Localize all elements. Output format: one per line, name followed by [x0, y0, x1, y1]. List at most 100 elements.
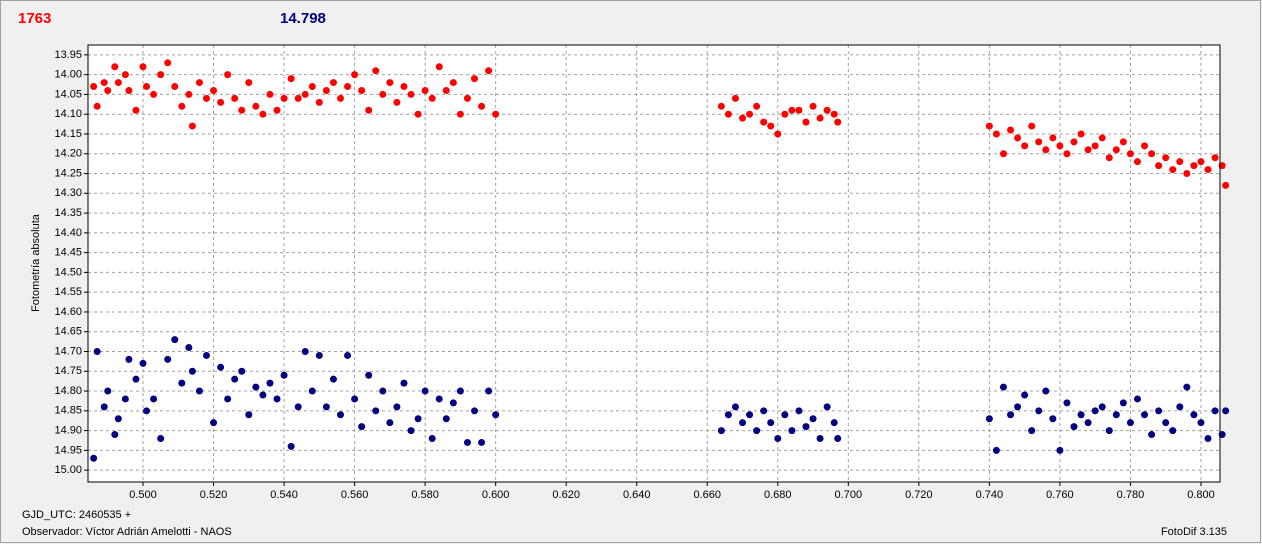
data-point — [393, 98, 401, 106]
data-point — [421, 86, 429, 94]
data-point — [157, 434, 165, 442]
data-point — [1197, 158, 1205, 166]
data-point — [1084, 419, 1092, 427]
data-point — [1021, 391, 1029, 399]
data-point — [294, 403, 302, 411]
data-point — [125, 355, 133, 363]
x-tick-label: 0.640 — [623, 489, 651, 501]
data-point — [195, 79, 203, 87]
data-point — [202, 351, 210, 359]
data-point — [1056, 446, 1064, 454]
data-point — [217, 363, 225, 371]
data-point — [266, 379, 274, 387]
data-point — [301, 347, 309, 355]
data-point — [1169, 427, 1177, 435]
y-tick-label: 14.10 — [54, 108, 82, 120]
data-point — [485, 67, 493, 75]
x-tick-label: 0.680 — [764, 489, 792, 501]
data-point — [111, 63, 119, 71]
data-point — [435, 63, 443, 71]
data-point — [746, 411, 754, 419]
data-point — [210, 419, 218, 427]
data-point — [386, 79, 394, 87]
x-tick-label: 0.800 — [1187, 489, 1215, 501]
data-point — [1063, 399, 1071, 407]
data-point — [1119, 399, 1127, 407]
data-point — [1077, 130, 1085, 138]
data-point — [1105, 154, 1113, 162]
data-point — [294, 94, 302, 102]
data-point — [217, 98, 225, 106]
data-point — [273, 395, 281, 403]
data-point — [739, 114, 747, 122]
plot-border — [87, 44, 1221, 483]
data-point — [471, 75, 479, 83]
data-point — [143, 407, 151, 415]
data-point — [1204, 166, 1212, 174]
data-point — [351, 395, 359, 403]
x-tick-label: 0.580 — [411, 489, 439, 501]
data-point — [1028, 122, 1036, 130]
data-point — [400, 379, 408, 387]
data-point — [1070, 138, 1078, 146]
x-tick-label: 0.620 — [552, 489, 580, 501]
data-point — [823, 106, 831, 114]
data-point — [252, 383, 260, 391]
y-tick-label: 15.00 — [54, 464, 82, 476]
data-point — [164, 59, 172, 67]
data-point — [266, 90, 274, 98]
data-point — [393, 403, 401, 411]
data-point — [1141, 411, 1149, 419]
data-point — [1007, 126, 1015, 134]
footer-right: FotoDif 3.135 — [1161, 526, 1227, 538]
y-tick-label: 14.70 — [54, 345, 82, 357]
data-point — [999, 150, 1007, 158]
data-point — [478, 102, 486, 110]
data-point — [372, 67, 380, 75]
data-point — [1098, 403, 1106, 411]
plot-area — [88, 45, 1220, 482]
x-tick-label: 0.660 — [693, 489, 721, 501]
data-point — [781, 110, 789, 118]
data-point — [449, 399, 457, 407]
x-tick-label: 0.720 — [905, 489, 933, 501]
data-point — [739, 419, 747, 427]
data-point — [830, 110, 838, 118]
data-point — [139, 359, 147, 367]
data-point — [1162, 154, 1170, 162]
data-point — [1098, 134, 1106, 142]
data-point — [1148, 150, 1156, 158]
data-point — [1176, 403, 1184, 411]
data-point — [121, 395, 129, 403]
data-point — [400, 83, 408, 91]
data-point — [287, 75, 295, 83]
data-point — [435, 395, 443, 403]
y-tick-label: 14.95 — [54, 444, 82, 456]
x-tick-label: 0.760 — [1046, 489, 1074, 501]
data-point — [104, 387, 112, 395]
data-point — [781, 411, 789, 419]
data-point — [1211, 154, 1219, 162]
y-tick-label: 14.05 — [54, 88, 82, 100]
data-point — [1028, 427, 1036, 435]
data-point — [344, 83, 352, 91]
data-point — [1049, 415, 1057, 423]
data-point — [795, 407, 803, 415]
data-point — [322, 86, 330, 94]
y-tick-label: 14.25 — [54, 167, 82, 179]
data-point — [428, 94, 436, 102]
data-point — [1063, 150, 1071, 158]
data-point — [100, 403, 108, 411]
data-point — [760, 118, 768, 126]
y-tick-label: 14.00 — [54, 69, 82, 81]
data-point — [985, 415, 993, 423]
data-point — [724, 411, 732, 419]
data-point — [224, 395, 232, 403]
data-point — [731, 403, 739, 411]
y-tick-label: 14.45 — [54, 247, 82, 259]
data-point — [1197, 419, 1205, 427]
x-tick-label: 0.520 — [200, 489, 228, 501]
data-point — [809, 102, 817, 110]
data-point — [114, 79, 122, 87]
data-point — [1211, 407, 1219, 415]
